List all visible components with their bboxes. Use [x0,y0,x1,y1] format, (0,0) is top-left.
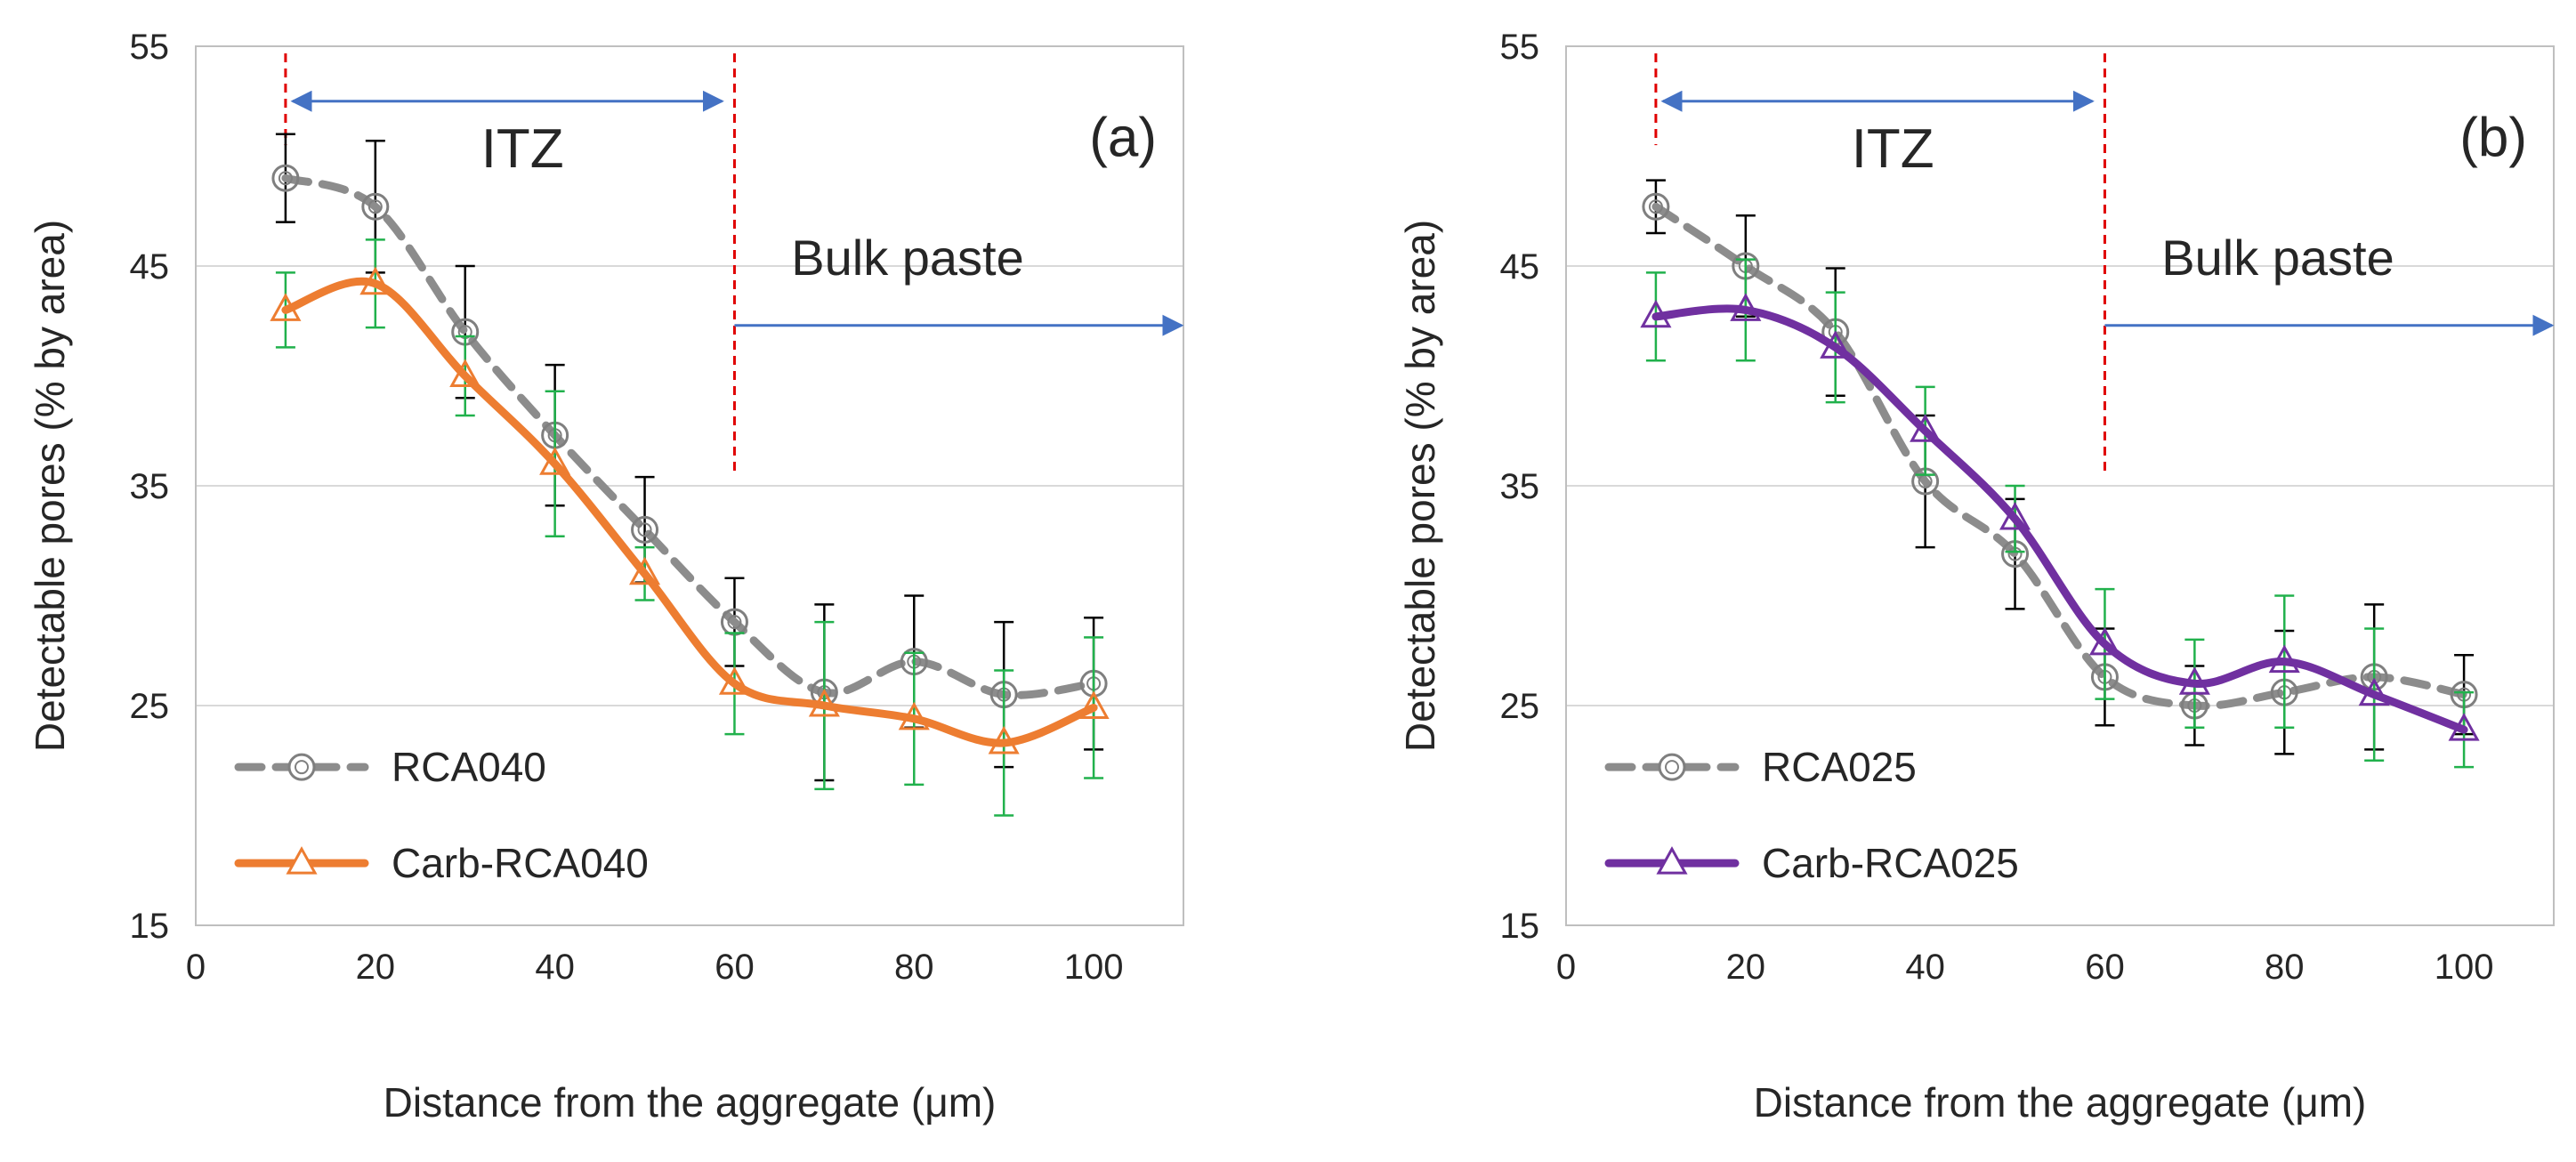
data-point-triangle [1078,690,1110,719]
data-point-triangle [270,293,302,321]
legend-item: Carb-RCA025 [1604,840,2019,886]
y-tick-label: 55 [1500,28,1540,67]
x-axis-title: Distance from the aggregate (μm) [1754,1079,2367,1126]
data-point-triangle [1999,501,2031,530]
data-point-triangle [539,447,571,475]
legend-item: RCA025 [1604,744,1917,790]
bulk-paste-label: Bulk paste [2161,230,2394,286]
y-tick-label: 35 [130,467,170,506]
data-point-triangle [449,359,481,387]
x-tick-label: 20 [356,948,396,987]
y-tick-label: 45 [130,247,170,286]
series-line [281,277,1098,747]
x-tick-label: 20 [1726,948,1766,987]
chart-b-svg: 15 25 35 45 55 0 20 40 60 80 100 Distance from the … [1397,28,2555,1126]
y-tick-label: 15 [130,907,170,946]
data-point-triangle [2448,713,2480,741]
legend-item: RCA040 [234,744,546,790]
series-line [1651,202,2468,710]
data-point-triangle [2268,644,2300,674]
y-tick-label: 25 [1500,687,1540,726]
legend-marker-inner [1665,760,1679,775]
y-tick-label: 25 [130,687,170,726]
data-point-triangle [1910,414,1942,442]
bulk-paste-label: Bulk paste [791,230,1024,286]
x-tick-label: 60 [715,948,755,987]
chart-a-svg: 15 25 35 45 55 0 20 40 60 80 100 Distance from the … [27,28,1184,1126]
data-point-triangle [718,666,751,695]
data-point-triangle [1640,299,1672,328]
x-tick-label: 80 [894,948,934,987]
legend-label: RCA040 [392,744,546,790]
series-carb-rca025 [1640,258,2480,769]
data-point-triangle [359,266,392,295]
series-line [281,173,1098,699]
legend-label: RCA025 [1762,744,1917,790]
data-point-ring [1642,192,1670,221]
data-point-inner [1648,199,1663,214]
x-tick-label: 40 [535,948,575,987]
data-point-ring [631,515,659,544]
data-point-triangle [988,725,1020,754]
data-point-circle [631,515,659,544]
y-tick-label: 15 [1500,907,1540,946]
x-tick-label: 0 [1556,948,1576,987]
plot-area [195,45,1184,926]
data-point-triangle [808,688,840,717]
data-point-inner [367,199,383,214]
x-axis-title: Distance from the aggregate (μm) [384,1079,997,1126]
data-point-triangle [2178,666,2210,695]
chart-panel-b: 15 25 35 45 55 0 20 40 60 80 100 Distance from the … [1370,0,2576,1158]
legend-marker [287,753,316,781]
plot-area [1565,45,2555,926]
y-tick-label: 55 [130,28,170,67]
data-point-triangle [1730,293,1762,321]
legend-item: Carb-RCA040 [234,840,649,886]
series-line [1651,304,2468,734]
y-tick-label: 45 [1500,247,1540,286]
legend-label: Carb-RCA025 [1762,840,2019,886]
data-point-inner [727,615,742,630]
y-axis-title: Detectable pores (% by area) [1397,220,1443,752]
data-point-circle [1642,192,1670,221]
chart-panel-a: 15 25 35 45 55 0 20 40 60 80 100 Distance from the … [0,0,1288,1158]
data-point-ring [361,192,390,221]
series-carb-rca040 [270,238,1110,817]
y-axis-title: Detectable pores (% by area) [27,220,73,752]
data-point-triangle [2088,626,2121,656]
x-tick-label: 40 [1905,948,1945,987]
legend-marker [286,846,318,875]
x-tick-label: 80 [2265,948,2305,987]
data-point-triangle [2358,677,2390,706]
data-point-circle [361,192,390,221]
panel-label: (a) [1089,108,1157,169]
data-point-inner [278,171,293,186]
data-point-circle [271,164,300,192]
y-tick-label: 35 [1500,467,1540,506]
data-point-triangle [628,556,661,585]
itz-label: ITZ [1852,118,1934,180]
x-tick-label: 100 [1064,948,1124,987]
legend-label: Carb-RCA040 [392,840,649,886]
data-point-triangle [1820,330,1852,359]
legend-marker [1656,846,1688,875]
data-point-inner [637,522,652,537]
itz-label: ITZ [481,118,564,180]
panel-label: (b) [2459,108,2527,169]
data-point-ring [271,164,300,192]
data-point-triangle [898,701,930,730]
x-tick-label: 100 [2435,948,2494,987]
legend-marker-inner [295,760,309,775]
x-tick-label: 0 [186,948,206,987]
x-tick-label: 60 [2085,948,2125,987]
legend-marker [1658,753,1686,781]
